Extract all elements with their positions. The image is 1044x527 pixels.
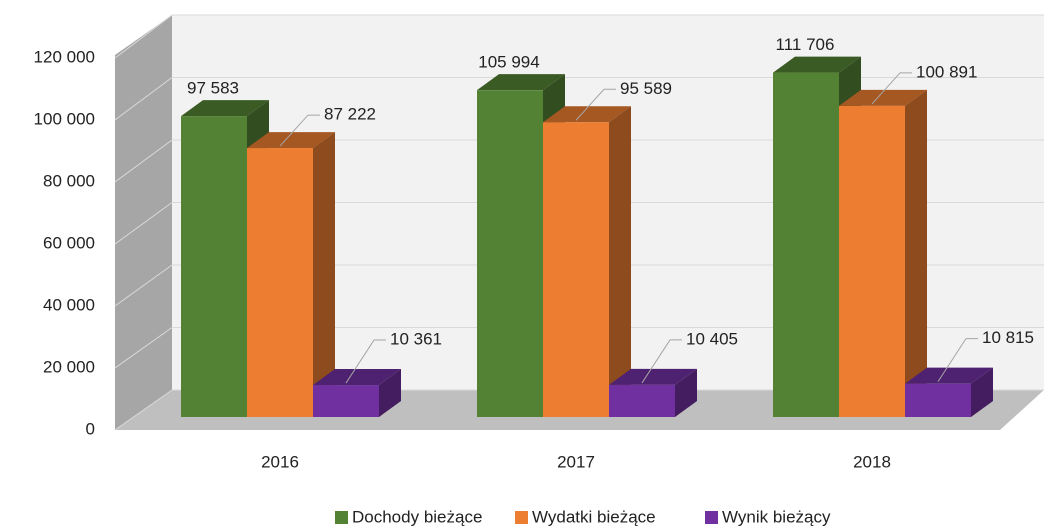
bar-side bbox=[675, 368, 697, 417]
side-wall bbox=[115, 15, 172, 430]
bar-top bbox=[477, 74, 565, 91]
bar-side bbox=[609, 106, 631, 418]
legend-label: Wynik bieżący bbox=[722, 507, 831, 526]
data-label: 95 589 bbox=[620, 79, 672, 98]
bar bbox=[773, 72, 839, 417]
legend-swatch bbox=[515, 511, 528, 524]
bar bbox=[543, 122, 609, 418]
data-label: 100 891 bbox=[916, 62, 977, 81]
leader-line bbox=[641, 339, 682, 384]
y-tick-label: 80 000 bbox=[43, 171, 95, 190]
data-label: 105 994 bbox=[478, 53, 539, 72]
bar-top bbox=[905, 367, 993, 384]
x-tick-label: 2017 bbox=[557, 452, 595, 471]
y-tick-label: 0 bbox=[86, 419, 95, 438]
leader-line bbox=[937, 338, 978, 382]
data-label: 111 706 bbox=[776, 35, 835, 54]
bar-side bbox=[971, 367, 993, 417]
leader-line bbox=[871, 72, 912, 105]
grid-line bbox=[114, 77, 173, 121]
data-label: 87 222 bbox=[324, 105, 376, 124]
grid-line bbox=[114, 389, 173, 431]
legend-swatch bbox=[705, 511, 718, 524]
bar-top bbox=[839, 89, 927, 106]
data-label: 10 361 bbox=[390, 330, 442, 349]
bar-top bbox=[773, 56, 861, 73]
bar-top bbox=[313, 369, 401, 386]
legend-swatch bbox=[335, 511, 348, 524]
grid-line bbox=[114, 327, 173, 369]
leader-line bbox=[345, 339, 386, 384]
data-label: 10 405 bbox=[686, 329, 738, 348]
grid-line bbox=[114, 264, 173, 307]
bar bbox=[313, 385, 379, 417]
bar-side bbox=[905, 89, 927, 417]
legend-label: Dochody bieżące bbox=[352, 507, 482, 526]
data-label: 10 815 bbox=[982, 328, 1034, 347]
leader-line bbox=[279, 114, 320, 147]
bar bbox=[905, 383, 971, 417]
bar-side bbox=[379, 369, 401, 417]
x-tick-label: 2016 bbox=[261, 452, 299, 471]
grid-line bbox=[114, 139, 173, 183]
y-tick-label: 40 000 bbox=[43, 295, 95, 314]
legend-label: Wydatki bieżące bbox=[532, 507, 656, 526]
bar bbox=[247, 148, 313, 418]
x-tick-label: 2018 bbox=[853, 452, 891, 471]
grid-line bbox=[114, 14, 173, 59]
bar bbox=[181, 116, 247, 417]
bar-top bbox=[181, 100, 269, 117]
y-tick-label: 60 000 bbox=[43, 233, 95, 252]
bar bbox=[477, 90, 543, 417]
bar-top bbox=[247, 132, 335, 149]
bar bbox=[839, 105, 905, 417]
grid-line bbox=[114, 202, 173, 245]
y-tick-label: 20 000 bbox=[43, 357, 95, 376]
bar-top bbox=[543, 106, 631, 123]
bar-side bbox=[313, 132, 335, 418]
data-label: 97 583 bbox=[187, 79, 239, 98]
leader-line bbox=[575, 88, 616, 121]
y-tick-label: 120 000 bbox=[34, 47, 95, 66]
bar bbox=[609, 384, 675, 417]
y-tick-label: 100 000 bbox=[34, 109, 95, 128]
bar-top bbox=[609, 368, 697, 385]
